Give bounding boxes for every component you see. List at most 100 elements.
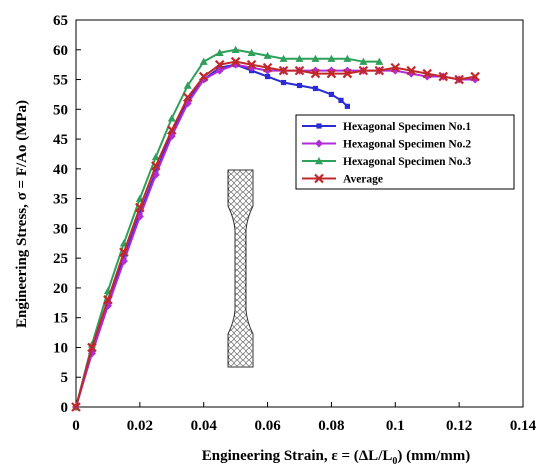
data-point [214, 59, 225, 70]
y-axis-title: Engineering Stress, σ = F/Ao (MPa) [14, 100, 30, 328]
data-point [342, 68, 353, 79]
data-point [294, 65, 305, 76]
data-point [422, 68, 432, 79]
y-tick-label: 0 [61, 400, 69, 416]
data-point-stroke [422, 68, 432, 79]
y-tick-label: 65 [53, 13, 68, 29]
data-point [338, 97, 344, 103]
data-point [262, 62, 273, 73]
data-point [470, 71, 480, 82]
legend-label: Hexagonal Specimen No.3 [343, 156, 471, 168]
data-point [71, 402, 81, 412]
x-axis-title-main: Engineering Strain, ε = (ΔL/L [202, 448, 393, 464]
data-point-stroke [454, 74, 464, 85]
legend-entry: Hexagonal Specimen No.3 [302, 156, 471, 168]
data-point-stroke [198, 71, 209, 82]
data-point-stroke [294, 65, 305, 76]
data-point [215, 66, 224, 75]
series-layer [71, 45, 480, 412]
data-point [151, 161, 161, 171]
x-tick-label: 0.02 [127, 418, 153, 434]
specimen-drawing [227, 169, 254, 368]
data-point [264, 73, 271, 80]
data-point-stroke [314, 173, 324, 184]
data-point [280, 79, 287, 86]
x-tick-label: 0.06 [254, 418, 281, 434]
legend-box [295, 114, 515, 190]
y-tick-label: 45 [53, 132, 68, 148]
x-tick-label: 0 [72, 418, 80, 434]
data-point-stroke [103, 295, 113, 305]
data-point-stroke [119, 247, 129, 257]
data-point [315, 139, 323, 148]
series-line [75, 60, 476, 408]
data-point-stroke [167, 125, 177, 135]
data-point-stroke [406, 65, 417, 76]
data-point-stroke [438, 71, 448, 82]
data-point-stroke [87, 342, 97, 353]
plot-area [75, 19, 524, 408]
data-point-stroke [326, 68, 337, 79]
legend-label: Hexagonal Specimen No.2 [343, 139, 471, 151]
data-point [230, 56, 241, 67]
x-tick-label: 0.14 [510, 418, 537, 434]
series-line [75, 48, 380, 408]
data-point-stroke [470, 71, 480, 82]
specimen-body [227, 169, 254, 368]
legend-entry: Average [302, 174, 383, 186]
data-point [182, 92, 193, 103]
data-point-stroke [262, 62, 273, 73]
data-point [263, 51, 272, 59]
data-point [279, 54, 288, 62]
data-point [312, 85, 319, 92]
x-tick-label: 0.08 [318, 418, 344, 434]
data-point-stroke [214, 59, 225, 70]
data-point [246, 59, 257, 70]
x-tick-label: 0.1 [386, 418, 405, 434]
x-axis-title-subscript: 0 [392, 456, 397, 467]
data-point [87, 342, 97, 353]
data-point [374, 65, 385, 76]
data-point-stroke [246, 59, 257, 70]
data-point [315, 157, 323, 165]
x-tick-label: 0.04 [191, 418, 218, 434]
data-point [358, 65, 369, 76]
data-point [375, 57, 384, 65]
legend-entry: Hexagonal Specimen No.2 [302, 139, 471, 151]
data-point [390, 62, 401, 73]
data-point [183, 81, 192, 89]
data-point [438, 71, 448, 82]
legend-label: Average [343, 174, 383, 186]
data-point-stroke [278, 65, 289, 76]
data-point [359, 57, 368, 65]
data-point [328, 91, 335, 98]
series-triangle [72, 45, 384, 411]
y-tick-label: 15 [53, 311, 68, 327]
data-point [296, 82, 303, 89]
y-tick-label: 60 [53, 43, 68, 59]
data-point [310, 68, 321, 79]
data-point [215, 48, 224, 56]
data-point-stroke [151, 161, 161, 171]
x-tick-label: 0.12 [446, 418, 472, 434]
y-axis-ticks: 0 5 10 15 20 25 30 35 40 45 50 55 60 65 [53, 13, 81, 416]
data-point [278, 65, 289, 76]
series-x [71, 56, 480, 412]
data-point-stroke [310, 68, 321, 79]
data-point-stroke [374, 65, 385, 76]
legend: Hexagonal Specimen No.1 Hexagonal Specime… [295, 114, 515, 190]
data-point-stroke [390, 62, 401, 73]
data-point-stroke [358, 65, 369, 76]
y-tick-label: 10 [53, 340, 68, 356]
data-point-stroke [135, 202, 145, 213]
legend-entry: Hexagonal Specimen No.1 [302, 121, 471, 133]
data-point [103, 295, 113, 305]
y-tick-label: 5 [61, 370, 69, 386]
data-point [316, 123, 322, 129]
data-point [119, 247, 129, 257]
data-point [167, 114, 176, 122]
data-point [343, 54, 352, 62]
data-point [314, 173, 324, 184]
data-point [231, 45, 240, 53]
